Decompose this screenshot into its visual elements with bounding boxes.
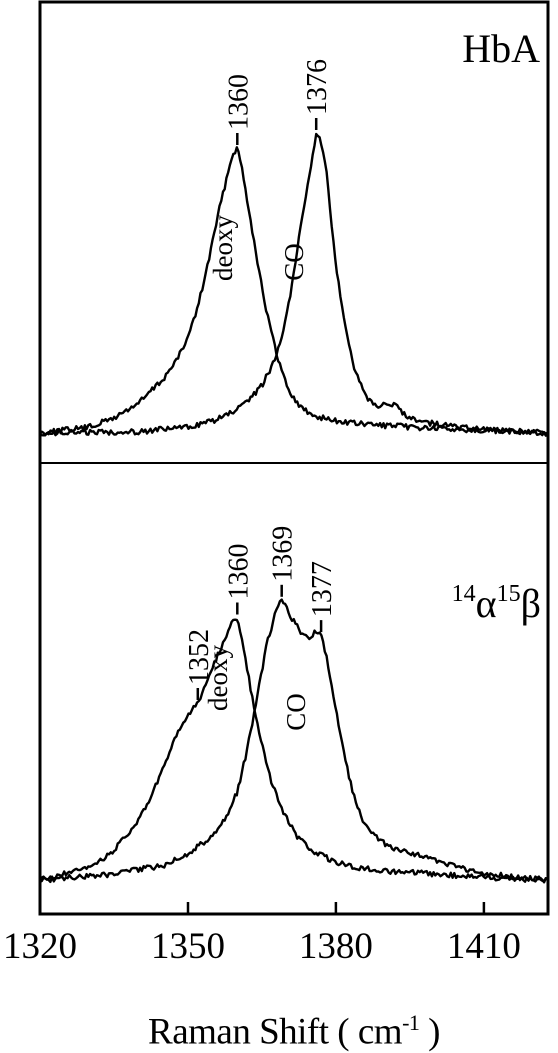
- bottom-label-sup-2: 15: [497, 581, 521, 607]
- peak-label-1360: 1360: [223, 544, 254, 600]
- bottom-panel-label: 14α15β: [452, 581, 541, 626]
- top-panel-label: HbA: [462, 26, 540, 71]
- bottom-co-series-line: [39, 598, 549, 884]
- x-axis-ticks: 1320 1350 1380 1410: [3, 902, 521, 967]
- bottom-label-beta: β: [521, 581, 541, 626]
- bottom-label-alpha: α: [476, 581, 497, 626]
- x-axis-label-end: ): [419, 1011, 440, 1053]
- plot-frame: [38, 0, 550, 916]
- peak-label-1369: 1369: [268, 526, 299, 582]
- x-axis-label-main: Raman Shift ( cm: [148, 1011, 403, 1053]
- x-axis-label-sup: -1: [402, 1010, 420, 1035]
- bottom-panel-series: [39, 598, 549, 884]
- x-tick-label-1380: 1380: [299, 926, 373, 967]
- top-co-series-line: [39, 132, 549, 437]
- peak-label-1360: 1360: [223, 74, 254, 130]
- peak-label-1376: 1376: [302, 59, 333, 115]
- top-deoxy-series-line: [39, 146, 549, 437]
- x-tick-label-1350: 1350: [151, 926, 225, 967]
- top-co-label: CO: [279, 243, 309, 281]
- bottom-label-sup-1: 14: [452, 581, 476, 607]
- x-tick-label-1320: 1320: [3, 926, 77, 967]
- peak-label-1352: 1352: [184, 629, 215, 685]
- bottom-deoxy-series-line: [39, 618, 548, 884]
- top-panel-series: [39, 132, 549, 437]
- bottom-deoxy-label: deoxy: [203, 645, 233, 711]
- peak-label-1377: 1377: [307, 561, 338, 617]
- bottom-co-label: CO: [281, 693, 311, 731]
- x-axis-label: Raman Shift ( cm-1 ): [40, 1010, 548, 1053]
- top-deoxy-label: deoxy: [208, 215, 238, 281]
- peak-annotations: 1360 1376 1352 1360 1369 1377: [184, 59, 338, 700]
- x-tick-label-1410: 1410: [447, 926, 521, 967]
